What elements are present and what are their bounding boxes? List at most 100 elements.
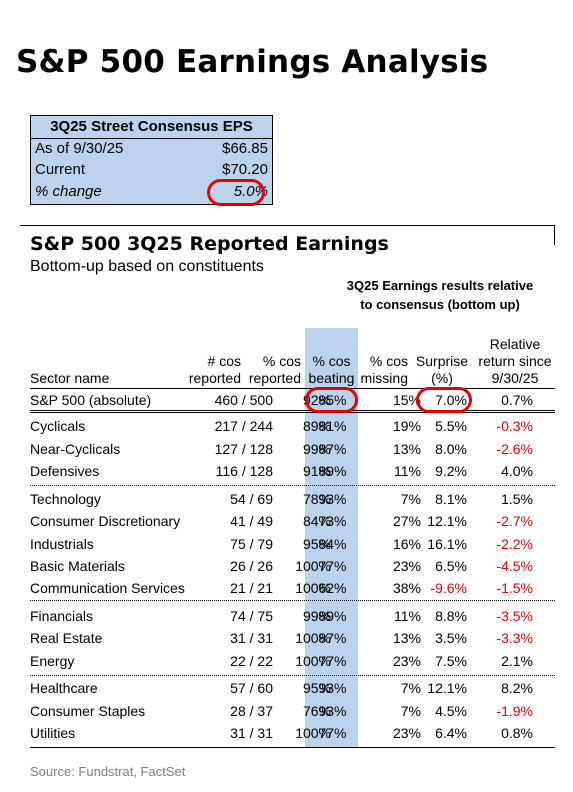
pct-beating: 87% — [318, 630, 347, 646]
pct-beating: 77% — [318, 558, 347, 574]
pct-beating: 77% — [318, 725, 347, 741]
relative-return: 4.0% — [501, 463, 533, 479]
pct-reported: 100% — [295, 580, 331, 596]
eps-box-header: 3Q25 Street Consensus EPS — [50, 118, 253, 135]
col-header-beating: % cos beating — [308, 353, 355, 386]
eps-row-as-of: As of 9/30/25 $66.85 — [35, 140, 268, 160]
table-row: Cyclicals 217 / 244 89% 81% 19% 5.5% -0.3% — [30, 415, 555, 437]
reported-count: 31 / 31 — [230, 725, 273, 741]
table-row: Financials 74 / 75 99% 89% 11% 8.8% -3.5% — [30, 605, 555, 627]
reported-count: 116 / 128 — [215, 463, 273, 479]
pct-missing: 7% — [400, 703, 421, 719]
surprise-pct: 9.2% — [435, 463, 467, 479]
pct-beating: 89% — [318, 608, 347, 624]
table-row: Defensives 116 / 128 91% 89% 11% 9.2% 4.0% — [30, 460, 555, 482]
pct-reported: 78% — [302, 491, 331, 507]
reported-count: 460 / 500 — [214, 392, 273, 408]
relative-return: -0.3% — [496, 418, 533, 434]
pct-beating: 93% — [318, 703, 347, 719]
sector-name: Consumer Staples — [30, 703, 146, 719]
pct-reported: 89% — [302, 418, 331, 434]
relative-return: 8.2% — [501, 680, 533, 696]
pct-beating: 62% — [318, 580, 347, 596]
surprise-pct: 16.1% — [427, 536, 467, 552]
table-row: Communication Services 21 / 21 100% 62% 38% -… — [30, 577, 555, 599]
table-row: Healthcare 57 / 60 95% 93% 7% 12.1% 8.2% — [30, 677, 555, 699]
table-row: Near-Cyclicals 127 / 128 99% 87% 13% 8.0% -2.6… — [30, 438, 555, 460]
pct-missing: 13% — [392, 441, 421, 457]
reported-count: 41 / 49 — [230, 513, 273, 529]
pct-beating: 73% — [318, 513, 347, 529]
pct-beating: 87% — [318, 441, 347, 457]
sector-name: S&P 500 (absolute) — [30, 392, 152, 408]
reported-count: 28 / 37 — [230, 703, 273, 719]
surprise-pct: 8.1% — [435, 491, 467, 507]
pct-missing: 7% — [400, 491, 421, 507]
col-header-relative: Relative return since 9/30/25 — [478, 336, 552, 386]
page-title: S&P 500 Earnings Analysis — [16, 44, 489, 80]
sector-name: Communication Services — [30, 580, 185, 596]
group-header-line2: to consensus (bottom up) — [360, 297, 520, 312]
pct-missing: 23% — [392, 653, 421, 669]
sector-name: Basic Materials — [30, 558, 125, 574]
reported-count: 75 / 79 — [230, 536, 273, 552]
sector-name: Financials — [30, 608, 94, 624]
reported-count: 57 / 60 — [230, 680, 273, 696]
pct-reported: 95% — [302, 680, 331, 696]
table-row: Utilities 31 / 31 100% 77% 23% 6.4% 0.8% — [30, 722, 555, 744]
sector-name: Cyclicals — [30, 418, 86, 434]
table-row: Consumer Staples 28 / 37 76% 93% 7% 4.5% -1.9% — [30, 700, 555, 722]
pct-missing: 19% — [392, 418, 421, 434]
eps-value: $66.85 — [222, 140, 268, 157]
relative-return: -2.7% — [496, 513, 533, 529]
sector-name: Defensives — [30, 463, 100, 479]
sector-name: Healthcare — [30, 680, 98, 696]
consensus-eps-box: 3Q25 Street Consensus EPS As of 9/30/25 … — [30, 115, 273, 205]
pct-reported: 100% — [295, 558, 331, 574]
pct-beating: 81% — [318, 418, 347, 434]
pct-beating: 84% — [318, 536, 347, 552]
pct-reported: 84% — [302, 513, 331, 529]
reported-count: 74 / 75 — [230, 608, 273, 624]
table-row: Basic Materials 26 / 26 100% 77% 23% 6.5% -4.5… — [30, 555, 555, 577]
reported-count: 22 / 22 — [230, 653, 273, 669]
eps-box-rule — [31, 138, 272, 139]
pct-reported: 99% — [302, 608, 331, 624]
relative-return: 0.8% — [501, 725, 533, 741]
pct-missing: 23% — [392, 558, 421, 574]
group-header-line1: 3Q25 Earnings results relative — [346, 278, 534, 293]
table-row: Real Estate 31 / 31 100% 87% 13% 3.5% -3.3% — [30, 627, 555, 649]
pct-beating: 89% — [318, 463, 347, 479]
col-header-missing: % cos missing — [360, 353, 408, 386]
surprise-pct: 7.5% — [435, 653, 467, 669]
eps-label: Current — [35, 161, 86, 178]
group-rule — [30, 675, 555, 676]
table-subtitle: Bottom-up based on constituents — [30, 258, 264, 275]
pct-missing: 15% — [392, 392, 421, 408]
surprise-pct: 8.8% — [435, 608, 467, 624]
reported-count: 31 / 31 — [230, 630, 273, 646]
pct-beating: 77% — [318, 653, 347, 669]
eps-label: As of 9/30/25 — [35, 140, 124, 157]
col-header-surprise: Surprise (%) — [415, 353, 469, 386]
relative-return: 2.1% — [501, 653, 533, 669]
pct-beating: 93% — [318, 491, 347, 507]
eps-row-current: Current $70.20 — [35, 161, 268, 181]
pct-reported: 99% — [302, 441, 331, 457]
sector-name: Near-Cyclicals — [30, 441, 121, 457]
pct-reported: 100% — [295, 725, 331, 741]
highlight-circle — [416, 387, 472, 413]
surprise-pct: 6.4% — [435, 725, 467, 741]
relative-return: -2.2% — [496, 536, 533, 552]
col-header-sector: Sector name — [30, 370, 110, 386]
pct-missing: 23% — [392, 725, 421, 741]
pct-beating: 85% — [318, 392, 347, 408]
pct-reported: 100% — [295, 653, 331, 669]
header-rule — [30, 388, 555, 389]
surprise-pct: 8.0% — [435, 441, 467, 457]
pct-missing: 7% — [400, 680, 421, 696]
pct-missing: 38% — [392, 580, 421, 596]
section-divider — [20, 225, 555, 226]
table-row: S&P 500 (absolute) 460 / 500 92% 85% 15% 7.0%… — [30, 389, 555, 411]
sector-name: Consumer Discretionary — [30, 513, 181, 529]
